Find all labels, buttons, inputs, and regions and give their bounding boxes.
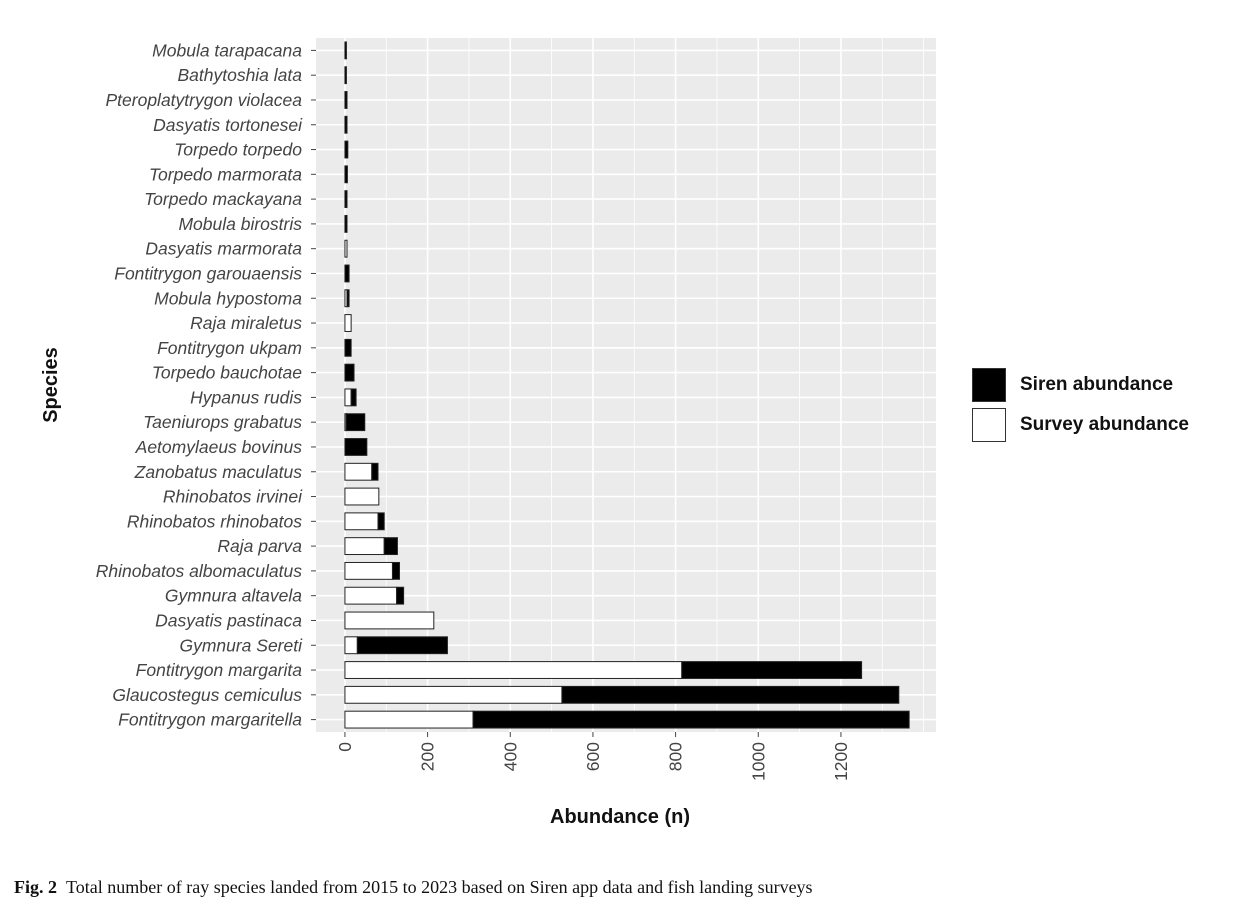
x-tick-label: 600: [583, 742, 603, 771]
siren-abundance-bar: [561, 685, 900, 704]
y-tick-label: Glaucostegus cemiculus: [112, 685, 302, 705]
y-tick-label: Bathytoshia lata: [177, 65, 302, 85]
y-tick-label: Fontitrygon margarita: [136, 660, 303, 680]
siren-abundance-bar: [344, 438, 368, 456]
siren-abundance-bar: [391, 561, 400, 580]
figure-caption: Fig. 2 Total number of ray species lande…: [14, 877, 813, 898]
siren-abundance-bar: [344, 264, 350, 283]
bars: [344, 41, 910, 729]
y-tick-label: Torpedo marmorata: [149, 164, 302, 184]
siren-abundance-bar: [344, 91, 348, 109]
siren-abundance-bar: [344, 140, 349, 159]
survey-abundance-bar: [344, 586, 398, 605]
survey-abundance-bar: [344, 685, 563, 704]
siren-abundance-bar: [344, 115, 348, 134]
y-tick-label: Torpedo bauchotae: [152, 363, 302, 383]
y-tick-label: Mobula tarapacana: [152, 40, 302, 60]
legend-label-siren: Siren abundance: [1020, 374, 1174, 395]
y-tick-label: Rhinobatos irvinei: [163, 487, 303, 507]
y-tick-label: Dasyatis pastinaca: [155, 610, 302, 630]
y-tick-label: Mobula birostris: [178, 214, 302, 234]
siren-abundance-bar: [371, 462, 379, 481]
x-tick-label: 200: [418, 742, 438, 771]
siren-abundance-bar: [681, 661, 863, 679]
y-tick-label: Torpedo mackayana: [144, 189, 302, 209]
legend-label-survey: Survey abundance: [1020, 414, 1189, 435]
survey-abundance-bar: [344, 388, 352, 407]
y-tick-label: Dasyatis tortonesei: [153, 115, 303, 135]
survey-abundance-bar: [344, 561, 393, 580]
y-tick-label: Fontitrygon ukpam: [157, 338, 302, 358]
survey-abundance-bar: [344, 611, 435, 630]
y-tick-label: Gymnura altavela: [165, 586, 302, 606]
x-tick-label: 400: [500, 742, 520, 771]
y-tick-label: Dasyatis marmorata: [145, 239, 302, 259]
y-tick-label: Taeniurops grabatus: [143, 412, 302, 432]
siren-abundance-bar: [344, 41, 347, 60]
y-tick-labels: Mobula tarapacana Bathytoshia lata Pteropl…: [96, 40, 316, 730]
siren-abundance-bar: [356, 636, 448, 655]
siren-abundance-bar: [383, 537, 398, 556]
y-tick-label: Hypanus rudis: [190, 387, 302, 407]
siren-abundance-bar: [344, 165, 348, 184]
y-tick-label: Gymnura Sereti: [179, 635, 303, 655]
siren-abundance-bar: [396, 586, 405, 605]
survey-abundance-bar: [344, 462, 373, 481]
y-tick-label: Raja miraletus: [190, 313, 302, 333]
figure-caption-text: Total number of ray species landed from …: [66, 877, 813, 897]
survey-abundance-bar: [344, 512, 379, 531]
survey-abundance-bar: [344, 314, 352, 332]
siren-abundance-bar: [344, 363, 355, 382]
y-axis-title: Species: [40, 347, 62, 423]
x-tick-labels: 0 200 400 600 800 1000 1200: [335, 732, 851, 781]
stacked-bar-chart: Mobula tarapacana Bathytoshia lata Pteropl…: [40, 38, 936, 828]
x-tick-label: 1000: [748, 742, 768, 781]
y-tick-label: Mobula hypostoma: [154, 288, 302, 308]
x-tick-label: 0: [335, 742, 355, 752]
siren-abundance-bar: [345, 413, 366, 432]
grid-lines: [316, 38, 936, 732]
siren-abundance-bar: [346, 289, 350, 308]
y-tick-label: Torpedo torpedo: [174, 140, 302, 160]
x-axis-title: Abundance (n): [550, 806, 690, 828]
x-tick-label: 800: [666, 742, 686, 771]
y-tick-label: Pteroplatytrygon violacea: [106, 90, 303, 110]
siren-abundance-bar: [344, 66, 347, 85]
siren-abundance-bar: [377, 512, 385, 531]
legend-swatch-survey: [972, 408, 1006, 442]
survey-abundance-bar: [344, 710, 474, 729]
figure-caption-label: Fig. 2: [14, 877, 57, 897]
siren-abundance-bar: [350, 388, 357, 407]
survey-abundance-bar: [344, 487, 380, 506]
legend: Siren abundance Survey abundance: [972, 365, 1189, 445]
x-tick-label: 1200: [831, 742, 851, 781]
siren-abundance-bar: [344, 214, 348, 233]
y-tick-label: Fontitrygon garouaensis: [114, 263, 302, 283]
y-tick-label: Rhinobatos albomaculatus: [96, 561, 302, 581]
siren-abundance-bar: [472, 710, 910, 729]
survey-abundance-bar: [344, 661, 683, 679]
survey-abundance-bar: [344, 239, 348, 258]
y-tick-label: Rhinobatos rhinobatos: [127, 511, 302, 531]
y-tick-label: Aetomylaeus bovinus: [135, 437, 303, 457]
y-tick-label: Raja parva: [217, 536, 302, 556]
legend-item-survey: Survey abundance: [972, 405, 1189, 445]
survey-abundance-bar: [344, 636, 358, 655]
y-tick-label: Zanobatus maculatus: [134, 462, 303, 482]
legend-item-siren: Siren abundance: [972, 365, 1189, 405]
siren-abundance-bar: [344, 190, 348, 209]
y-tick-label: Fontitrygon margaritella: [118, 710, 302, 730]
legend-swatch-siren: [972, 368, 1006, 402]
siren-abundance-bar: [344, 338, 352, 357]
survey-abundance-bar: [344, 537, 385, 556]
